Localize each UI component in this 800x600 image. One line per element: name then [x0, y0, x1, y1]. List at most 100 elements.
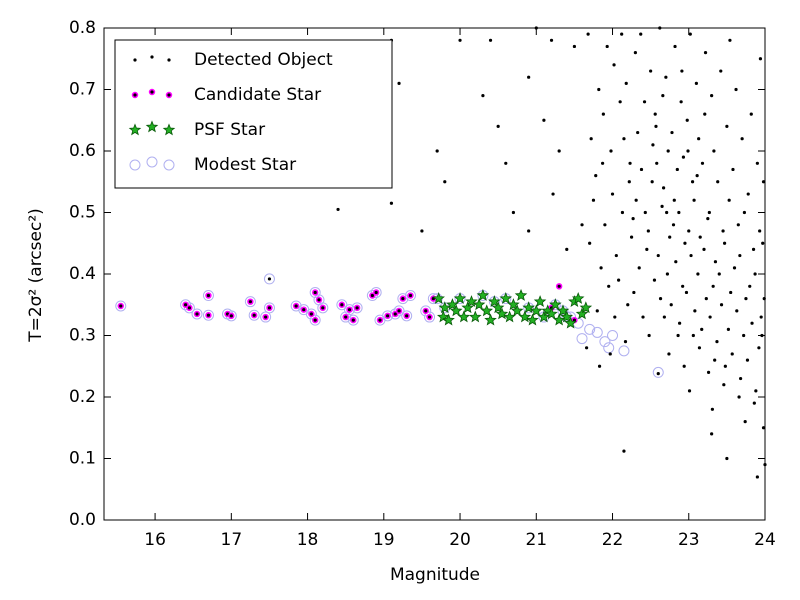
- data-point: [683, 241, 687, 245]
- data-point: [614, 253, 618, 258]
- x-tick-label: 23: [678, 530, 700, 550]
- data-point: [742, 210, 747, 215]
- data-point: [424, 311, 436, 323]
- data-point: [202, 290, 214, 302]
- data-point: [300, 306, 307, 313]
- data-point: [432, 292, 445, 304]
- legend-marker: [148, 88, 156, 96]
- data-point: [311, 316, 319, 324]
- data-point: [605, 44, 609, 49]
- legend-box: [114, 39, 393, 189]
- data-point: [442, 313, 455, 326]
- y-tick-label: 0.3: [69, 326, 96, 346]
- data-point: [672, 198, 676, 202]
- data-point: [639, 167, 644, 172]
- data-point: [465, 295, 478, 307]
- data-point: [458, 38, 462, 42]
- legend-marker: [133, 58, 137, 62]
- data-point: [453, 292, 467, 304]
- data-point: [689, 253, 693, 258]
- data-point: [180, 299, 192, 311]
- data-point: [719, 69, 723, 73]
- data-point: [510, 304, 524, 317]
- data-point: [601, 161, 605, 165]
- data-point: [537, 310, 551, 323]
- data-point: [687, 389, 692, 393]
- data-point: [645, 247, 649, 251]
- data-point: [759, 315, 763, 319]
- data-point: [572, 44, 577, 49]
- legend-marker: [129, 159, 141, 171]
- data-point: [620, 210, 625, 215]
- data-point: [617, 278, 621, 282]
- data-point: [656, 253, 660, 258]
- data-point: [684, 290, 689, 295]
- data-point: [571, 292, 585, 304]
- data-point: [305, 308, 317, 320]
- data-point: [623, 340, 628, 344]
- data-point: [507, 298, 520, 311]
- data-point: [309, 314, 321, 326]
- data-point: [665, 272, 670, 276]
- data-point: [263, 302, 275, 314]
- data-point: [675, 167, 679, 172]
- data-point: [457, 310, 471, 323]
- data-point: [757, 346, 761, 350]
- data-point: [691, 333, 695, 338]
- data-point: [721, 229, 725, 233]
- data-point: [584, 346, 589, 350]
- y-tick-label: 0.6: [69, 141, 96, 161]
- data-point: [247, 298, 254, 305]
- data-point: [665, 210, 669, 215]
- data-point: [654, 124, 658, 128]
- data-point: [633, 51, 637, 55]
- data-point: [565, 247, 569, 251]
- data-point: [647, 333, 651, 338]
- data-point: [731, 167, 735, 172]
- data-point: [542, 118, 546, 122]
- data-point: [652, 366, 664, 378]
- data-point: [618, 345, 630, 357]
- x-tick-label: 16: [144, 530, 166, 550]
- data-point: [746, 192, 750, 196]
- data-point: [315, 296, 323, 304]
- legend-label: Candidate Star: [194, 85, 321, 105]
- data-point: [244, 296, 256, 308]
- data-point: [711, 284, 715, 288]
- data-point: [715, 340, 719, 344]
- data-point: [740, 137, 744, 141]
- data-point: [549, 298, 562, 311]
- data-point: [476, 288, 490, 301]
- data-point: [319, 304, 327, 312]
- data-point: [710, 407, 714, 411]
- data-point: [726, 327, 731, 331]
- data-point: [309, 286, 321, 298]
- data-point: [745, 358, 750, 362]
- data-point: [449, 304, 463, 317]
- data-point: [308, 310, 315, 318]
- data-point: [496, 124, 500, 128]
- data-point: [736, 223, 740, 227]
- data-point: [260, 311, 272, 323]
- data-point: [599, 266, 603, 270]
- data-point: [754, 389, 758, 393]
- data-point: [706, 217, 710, 221]
- data-point: [700, 161, 705, 165]
- data-point: [626, 303, 630, 307]
- data-point: [706, 370, 711, 374]
- data-point: [697, 346, 702, 350]
- data-point: [437, 310, 450, 323]
- data-point: [651, 143, 655, 147]
- data-point: [228, 312, 235, 320]
- data-point: [608, 352, 612, 356]
- data-point: [555, 283, 563, 290]
- data-point: [703, 112, 707, 116]
- data-point: [484, 313, 497, 326]
- data-point: [495, 307, 509, 320]
- data-point: [681, 284, 685, 288]
- legend-label: PSF Star: [194, 120, 265, 140]
- x-tick-label: 18: [297, 530, 319, 550]
- data-point: [677, 210, 681, 215]
- data-point: [717, 272, 721, 276]
- data-point: [761, 426, 766, 430]
